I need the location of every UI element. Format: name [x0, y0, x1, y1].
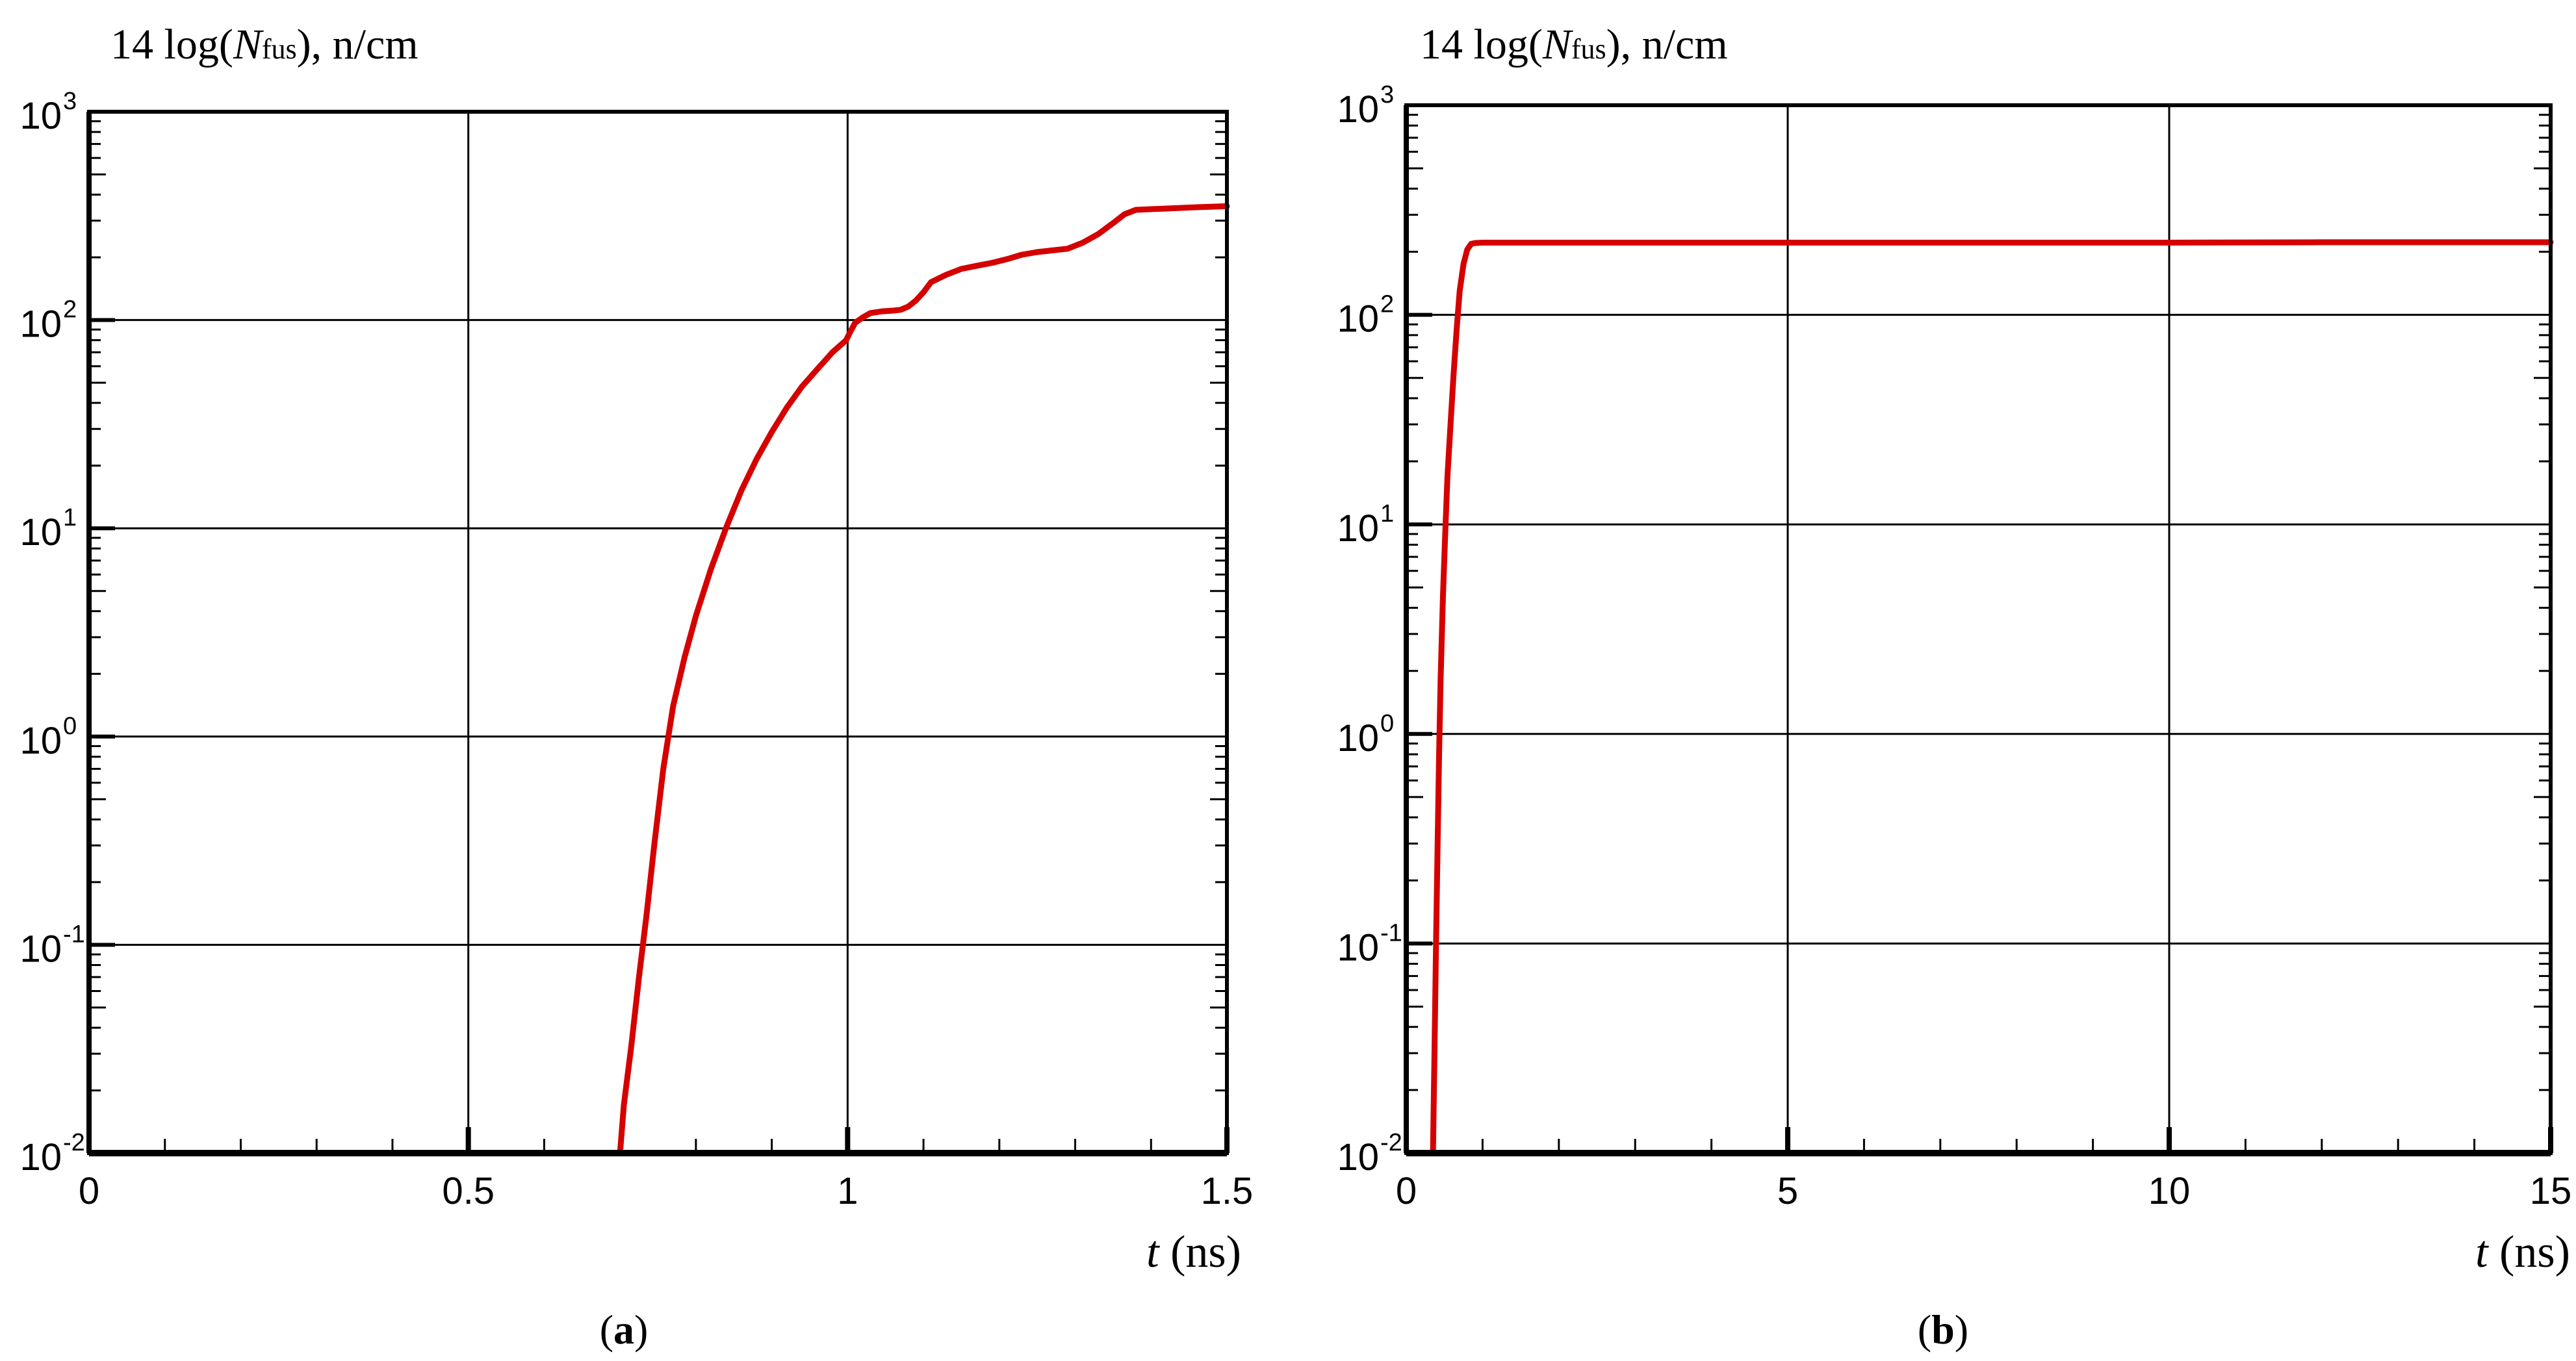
y-tick-label: 10 [1337, 298, 1379, 340]
y-tick-exponent: 1 [63, 504, 77, 531]
y-tick-exponent: 3 [1380, 81, 1394, 108]
y-tick-exponent: -1 [1380, 919, 1402, 947]
y-axis-title: 14 log(Nfus), n/cm [110, 21, 419, 68]
series-line-0 [617, 203, 1230, 1156]
y-tick-exponent: -2 [1380, 1129, 1402, 1156]
y-tick-exponent: 0 [1380, 710, 1394, 737]
y-axis-title: 14 log(Nfus), n/cm [1420, 21, 1728, 68]
y-tick-label: 10 [19, 720, 62, 762]
grid [1406, 105, 2551, 1153]
y-tick-label: 10 [1337, 717, 1379, 759]
y-tick-label: 10 [19, 1136, 62, 1178]
y-tick-exponent: -1 [63, 921, 85, 948]
plot-frame [1404, 103, 2553, 1156]
panel-caption: (a) [600, 1306, 649, 1353]
ticks [1404, 103, 2553, 1155]
x-tick-label: 1.5 [1201, 1170, 1254, 1212]
y-tick-label: 10 [1337, 88, 1379, 131]
y-tick-label: 10 [19, 511, 62, 553]
x-tick-label: 0.5 [442, 1170, 495, 1212]
x-axis-title: t (ns) [2475, 1227, 2570, 1277]
y-tick-exponent: 0 [63, 713, 77, 740]
grid [89, 112, 1227, 1153]
y-tick-label: 10 [1337, 1136, 1379, 1178]
plot-frame [86, 110, 1229, 1156]
panel-caption: (b) [1918, 1306, 1968, 1353]
plot-border [87, 110, 1229, 1155]
y-tick-label: 10 [1337, 507, 1379, 550]
y-tick-exponent: 3 [63, 88, 77, 115]
y-tick-label: 10 [19, 95, 62, 137]
ticks [86, 110, 1230, 1155]
series [1430, 239, 2554, 1156]
x-tick-label: 1 [837, 1170, 858, 1212]
y-tick-exponent: 2 [1380, 291, 1394, 318]
x-tick-label: 5 [1777, 1170, 1798, 1212]
y-tick-label: 10 [19, 303, 62, 346]
x-tick-label: 15 [2530, 1170, 2572, 1212]
y-tick-exponent: 2 [63, 296, 77, 324]
y-tick-label: 10 [19, 928, 62, 970]
x-tick-label: 10 [2148, 1170, 2191, 1212]
plot-border [1404, 103, 2553, 1155]
y-tick-label: 10 [1337, 926, 1379, 969]
x-tick-labels: 0 5 10 15 [1396, 1170, 2571, 1212]
x-tick-label: 0 [1396, 1170, 1417, 1212]
y-tick-exponent: 1 [1380, 500, 1394, 528]
series [617, 203, 1230, 1156]
y-tick-exponent: -2 [63, 1129, 85, 1156]
x-tick-labels: 0 0.5 1 1.5 [79, 1170, 1253, 1212]
x-tick-label: 0 [79, 1170, 99, 1212]
x-axis-title: t (ns) [1146, 1227, 1241, 1277]
series-line-0 [1430, 239, 2554, 1156]
